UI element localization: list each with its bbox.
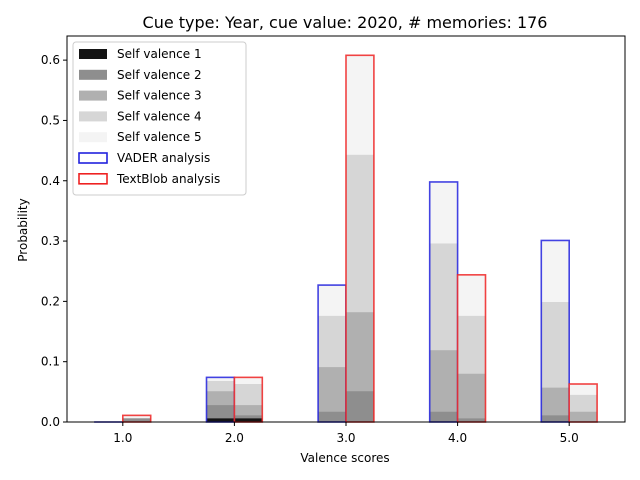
textblob-self-valence-2-bar-4.0 [457, 418, 486, 422]
legend-swatch [79, 90, 107, 101]
bars-layer [94, 54, 598, 423]
legend-swatch [78, 173, 108, 185]
textblob-self-valence-2-bar-3.0 [346, 391, 374, 422]
legend-label: Self valence 5 [117, 130, 202, 144]
vader-self-valence-2-bar-4.0 [429, 411, 458, 422]
textblob-self-valence-1-bar-2.0 [234, 418, 263, 422]
x-tick-label: 1.0 [113, 431, 132, 445]
vader-self-valence-3-bar-4.0 [429, 350, 458, 422]
legend-swatch [79, 49, 107, 59]
y-tick-label: 0.2 [41, 294, 60, 308]
vader-self-valence-2-bar-3.0 [318, 411, 346, 422]
y-tick-label: 0.0 [41, 415, 60, 429]
vader-self-valence-2-bar-2.0 [206, 405, 235, 422]
legend: Self valence 1 Self valence 2 Self valence… [72, 41, 247, 196]
legend-swatch [79, 111, 107, 122]
y-axis-label: Probability [16, 198, 30, 261]
legend-label: TextBlob analysis [116, 172, 220, 186]
y-tick-label: 0.4 [41, 174, 60, 188]
legend-swatch [79, 132, 107, 143]
legend-label: Self valence 2 [117, 68, 202, 82]
x-tick-label: 4.0 [448, 431, 467, 445]
y-tick-label: 0.6 [41, 53, 60, 67]
textblob-self-valence-3-bar-4.0 [457, 373, 486, 422]
x-tick-label: 2.0 [225, 431, 244, 445]
textblob-self-valence-3-bar-5.0 [569, 411, 598, 422]
chart-title: Cue type: Year, cue value: 2020, # memor… [143, 13, 548, 32]
vader-self-valence-1-bar-2.0 [206, 418, 235, 422]
x-tick-label: 5.0 [560, 431, 579, 445]
vader-self-valence-2-bar-5.0 [541, 415, 570, 422]
x-tick-label: 3.0 [336, 431, 355, 445]
y-tick-label: 0.1 [41, 355, 60, 369]
legend-label: Self valence 4 [117, 109, 202, 123]
legend-label: Self valence 1 [117, 47, 202, 61]
legend-swatch [78, 152, 108, 164]
y-tick-label: 0.5 [41, 113, 60, 127]
legend-box [72, 41, 247, 196]
legend-label: Self valence 3 [117, 89, 202, 103]
axes-layer: 0.0 0.1 0.2 0.3 0.4 0.5 0.6 1.0 2.0 3.0 4.0 5.0 [41, 35, 626, 445]
legend-swatch [79, 69, 107, 80]
y-tick-label: 0.3 [41, 234, 60, 248]
x-axis-label: Valence scores [300, 451, 389, 465]
textblob-self-valence-2-bar-1.0 [122, 418, 151, 422]
legend-label: VADER analysis [117, 151, 210, 165]
